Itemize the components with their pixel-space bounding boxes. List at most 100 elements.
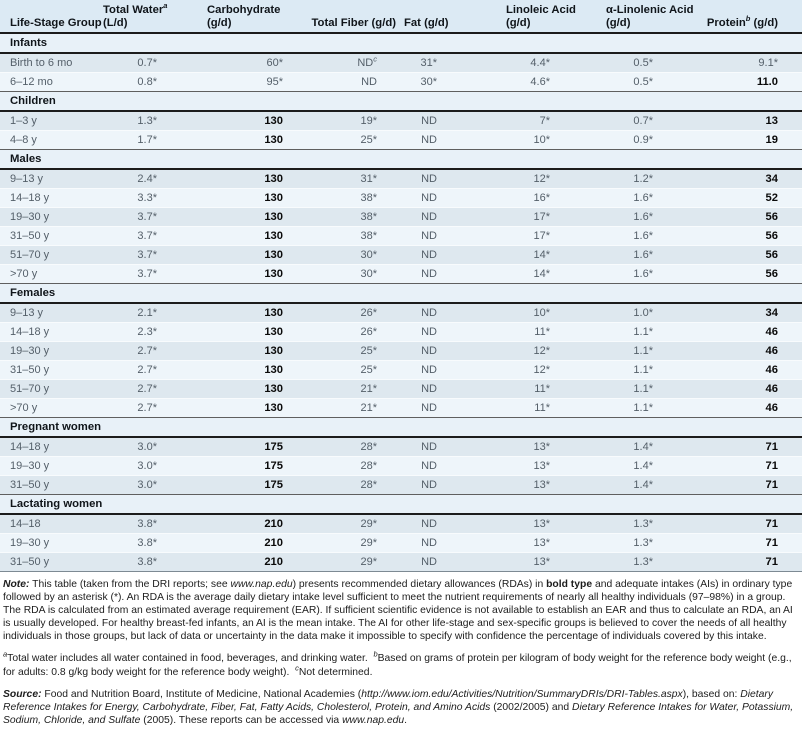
value-cell: ND xyxy=(400,364,500,376)
column-header: Total Fiber (g/d) xyxy=(300,17,400,33)
text-span: ND xyxy=(421,402,437,414)
text-span: Based on grams of protein per kilogram o… xyxy=(3,653,795,678)
value-cell: 0.9* xyxy=(600,134,685,146)
text-span: 1.6* xyxy=(633,268,653,280)
value-cell: 29* xyxy=(300,537,400,549)
text-span: 12* xyxy=(533,173,550,185)
value-cell: 17* xyxy=(500,230,600,242)
table-row: 9–13 y 2.1* 130 26* ND 10* 1.0* 34 xyxy=(0,304,802,322)
text-span: ND xyxy=(361,76,377,88)
value-cell: 3.7* xyxy=(100,268,205,280)
group-header-row: Lactating women xyxy=(0,494,802,515)
life-stage-label: 6–12 mo xyxy=(10,76,53,88)
value-cell: 19 xyxy=(685,134,802,146)
value-cell: 1.1* xyxy=(600,326,685,338)
text-span: 56 xyxy=(765,230,778,242)
value-cell: 2.3* xyxy=(100,326,205,338)
value-cell: 1.1* xyxy=(600,402,685,414)
text-span: 1.3* xyxy=(137,115,157,127)
table-row: 19–30 y 3.0* 175 28* ND 13* 1.4* 71 xyxy=(0,456,802,475)
value-cell: 210 xyxy=(205,537,300,549)
value-cell: 56 xyxy=(685,230,802,242)
value-cell: 46 xyxy=(685,326,802,338)
value-cell: 38* xyxy=(300,230,400,242)
value-cell: ND xyxy=(400,307,500,319)
text-span: 3.8* xyxy=(137,537,157,549)
text-span: 56 xyxy=(765,268,778,280)
life-stage-label: 14–18 y xyxy=(10,441,50,453)
text-span: 52 xyxy=(765,192,778,204)
text-span: 38* xyxy=(360,192,377,204)
value-cell: 1.1* xyxy=(600,345,685,357)
value-cell: 3.3* xyxy=(100,192,205,204)
notes-section: Note: This table (taken from the DRI rep… xyxy=(0,572,802,740)
text-span: 175 xyxy=(264,479,283,491)
text-span: 29* xyxy=(360,556,377,568)
table-row: 31–50 y 3.8* 210 29* ND 13* 1.3* 71 xyxy=(0,552,802,571)
text-span: ND xyxy=(421,230,437,242)
text-span: (L/d) xyxy=(103,16,128,29)
value-cell: 13* xyxy=(500,556,600,568)
value-cell: 13* xyxy=(500,479,600,491)
table-row: 19–30 y 2.7* 130 25* ND 12* 1.1* 46 xyxy=(0,341,802,360)
value-cell: 0.7* xyxy=(600,115,685,127)
text-span: 130 xyxy=(264,345,283,357)
value-cell: 31* xyxy=(300,173,400,185)
value-cell: 130 xyxy=(205,364,300,376)
value-cell: 71 xyxy=(685,479,802,491)
value-cell: 95* xyxy=(205,76,300,88)
value-cell: 28* xyxy=(300,441,400,453)
value-cell: 130 xyxy=(205,115,300,127)
text-span: ND xyxy=(421,460,437,472)
value-cell: 130 xyxy=(205,134,300,146)
text-span: 1.0* xyxy=(633,307,653,319)
text-span: Not determined. xyxy=(298,666,373,678)
text-span: 11* xyxy=(534,383,550,395)
value-cell: ND xyxy=(400,173,500,185)
column-header-line: Total Fiber (g/d) xyxy=(311,17,396,30)
text-span: Total Water xyxy=(103,4,164,16)
table-row: 51–70 y 3.7* 130 30* ND 14* 1.6* 56 xyxy=(0,245,802,264)
text-span: 56 xyxy=(765,211,778,223)
life-stage-label: 51–70 y xyxy=(10,383,50,395)
value-cell: 3.0* xyxy=(100,441,205,453)
life-stage-label: >70 y xyxy=(10,268,38,280)
text-span: 1.3* xyxy=(633,537,653,549)
source-paragraph: Source: Food and Nutrition Board, Instit… xyxy=(3,688,798,727)
group-label: Children xyxy=(10,95,56,107)
value-cell: 28* xyxy=(300,479,400,491)
text-span: 17* xyxy=(533,230,550,242)
text-span: 7* xyxy=(539,115,550,127)
value-cell: 1.6* xyxy=(600,268,685,280)
column-header-line: (g/d) xyxy=(207,17,300,30)
column-header-line: (g/d) xyxy=(506,17,600,30)
life-stage-label: 51–70 y xyxy=(10,249,50,261)
text-span: 1.6* xyxy=(633,249,653,261)
life-stage-label: 14–18 y xyxy=(10,326,50,338)
value-cell: 29* xyxy=(300,518,400,530)
value-cell: ND xyxy=(400,192,500,204)
text-span: ND xyxy=(421,115,437,127)
column-header-line: Life-Stage Group xyxy=(10,17,102,30)
text-span: 95* xyxy=(266,76,283,88)
group-header-row: Infants xyxy=(0,34,802,54)
value-cell: 31* xyxy=(400,57,500,69)
table-row: 31–50 y 3.0* 175 28* ND 13* 1.4* 71 xyxy=(0,475,802,494)
value-cell: ND xyxy=(400,230,500,242)
text-span: 1.4* xyxy=(633,441,653,453)
value-cell: 9.1* xyxy=(685,57,802,69)
value-cell: 175 xyxy=(205,441,300,453)
text-span: 1.1* xyxy=(633,383,653,395)
column-header-line: Carbohydrate xyxy=(207,4,300,17)
text-span: 3.3* xyxy=(137,192,157,204)
table-row: 1–3 y 1.3* 130 19* ND 7* 0.7* 13 xyxy=(0,112,802,130)
text-span: This table (taken from the DRI reports; … xyxy=(29,579,231,590)
value-cell: 46 xyxy=(685,383,802,395)
text-span: ND xyxy=(421,249,437,261)
text-span: (2005). These reports can be accessed vi… xyxy=(140,714,343,726)
text-span: 34 xyxy=(765,307,778,319)
life-stage-label: 1–3 y xyxy=(10,115,37,127)
life-stage-label: 19–30 y xyxy=(10,345,50,357)
value-cell: 30* xyxy=(400,76,500,88)
table-row: >70 y 2.7* 130 21* ND 11* 1.1* 46 xyxy=(0,398,802,417)
